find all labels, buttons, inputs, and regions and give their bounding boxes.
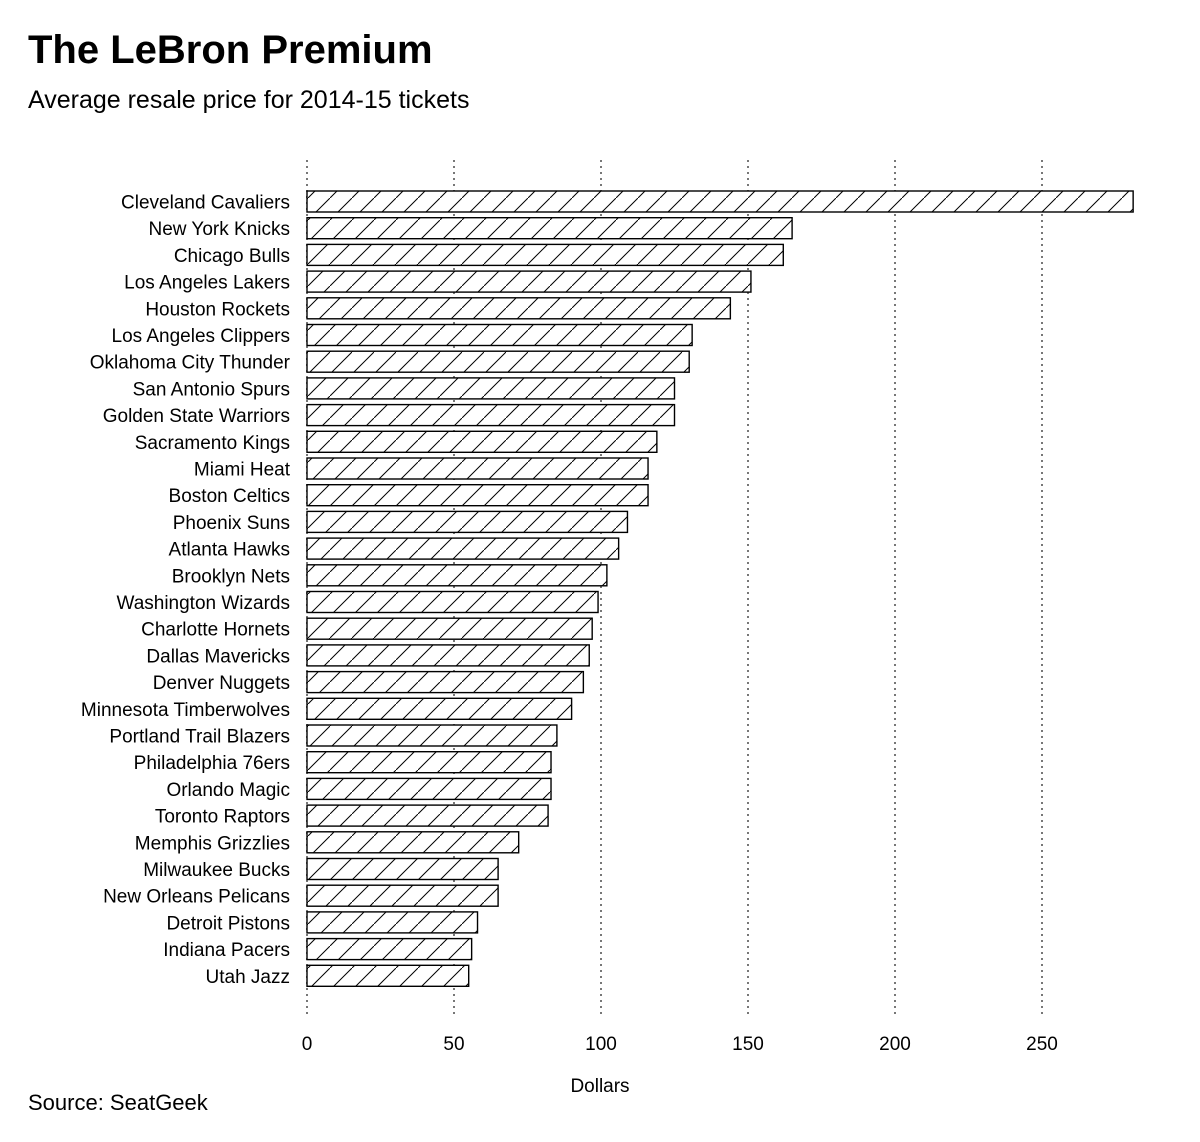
category-label: Indiana Pacers (163, 940, 290, 961)
category-label: Cleveland Cavaliers (121, 193, 290, 214)
bar (306, 297, 732, 320)
category-label: Portland Trail Blazers (109, 727, 290, 748)
category-label: Brooklyn Nets (172, 566, 290, 587)
category-label: New York Knicks (148, 219, 290, 240)
bar (306, 831, 520, 854)
bar (306, 510, 629, 534)
bar (306, 350, 690, 373)
category-label: San Antonio Spurs (133, 379, 290, 400)
bar (306, 617, 593, 640)
category-label: New Orleans Pelicans (103, 887, 290, 908)
bars (306, 190, 1134, 987)
category-label: Dallas Mavericks (146, 646, 290, 667)
category-label: Minnesota Timberwolves (81, 700, 290, 721)
bar (306, 590, 599, 614)
bar (306, 243, 784, 267)
category-label: Los Angeles Clippers (112, 326, 291, 347)
category-label: Memphis Grizzlies (135, 833, 290, 854)
x-tick-label: 50 (443, 1034, 464, 1055)
x-axis: 0 50 100 150 200 250 (302, 1034, 1058, 1055)
bar (306, 670, 585, 694)
bar (306, 697, 573, 720)
bar (306, 270, 752, 293)
chart-title: The LeBron Premium (28, 28, 433, 72)
bar (306, 964, 470, 987)
category-label: Oklahoma City Thunder (90, 353, 291, 374)
category-label: Atlanta Hawks (169, 540, 290, 561)
category-label: Sacramento Kings (135, 433, 290, 454)
x-tick-label: 250 (1026, 1034, 1058, 1055)
category-label: Detroit Pistons (166, 913, 290, 934)
category-labels: Cleveland Cavaliers New York Knicks Chicag… (81, 193, 291, 988)
bar (306, 484, 649, 507)
bar (306, 911, 479, 934)
bar (306, 457, 649, 480)
category-label: Utah Jazz (206, 967, 290, 988)
category-label: Houston Rockets (145, 299, 290, 320)
chart-subtitle: Average resale price for 2014-15 tickets (28, 86, 470, 114)
bar (306, 323, 693, 347)
bar (306, 777, 552, 801)
bar (306, 644, 590, 667)
bar (306, 430, 658, 453)
bar (306, 884, 499, 907)
category-label: Washington Wizards (116, 593, 290, 614)
x-tick-label: 200 (879, 1034, 911, 1055)
category-label: Boston Celtics (169, 486, 290, 507)
category-label: Milwaukee Bucks (143, 860, 290, 881)
x-tick-label: 0 (302, 1034, 313, 1055)
category-label: Los Angeles Lakers (124, 273, 290, 294)
category-label: Phoenix Suns (173, 513, 290, 534)
category-label: Golden State Warriors (103, 406, 290, 427)
bar (306, 804, 549, 827)
bar (306, 537, 620, 560)
category-label: Chicago Bulls (174, 246, 290, 267)
x-axis-title: Dollars (570, 1076, 629, 1097)
category-label: Charlotte Hornets (141, 620, 290, 641)
category-label: Philadelphia 76ers (134, 753, 290, 774)
category-label: Toronto Raptors (155, 807, 290, 828)
bar (306, 751, 552, 774)
category-label: Orlando Magic (166, 780, 290, 801)
bar (306, 857, 499, 881)
bar (306, 403, 676, 427)
bar (306, 937, 473, 961)
source-note: Source: SeatGeek (28, 1090, 208, 1115)
bar (306, 216, 793, 240)
x-tick-label: 100 (585, 1034, 617, 1055)
bar (306, 724, 558, 747)
category-label: Miami Heat (194, 460, 291, 481)
bar (306, 564, 608, 587)
bar (306, 190, 1134, 213)
bar (306, 377, 676, 400)
x-tick-label: 150 (732, 1034, 764, 1055)
category-label: Denver Nuggets (153, 673, 290, 694)
